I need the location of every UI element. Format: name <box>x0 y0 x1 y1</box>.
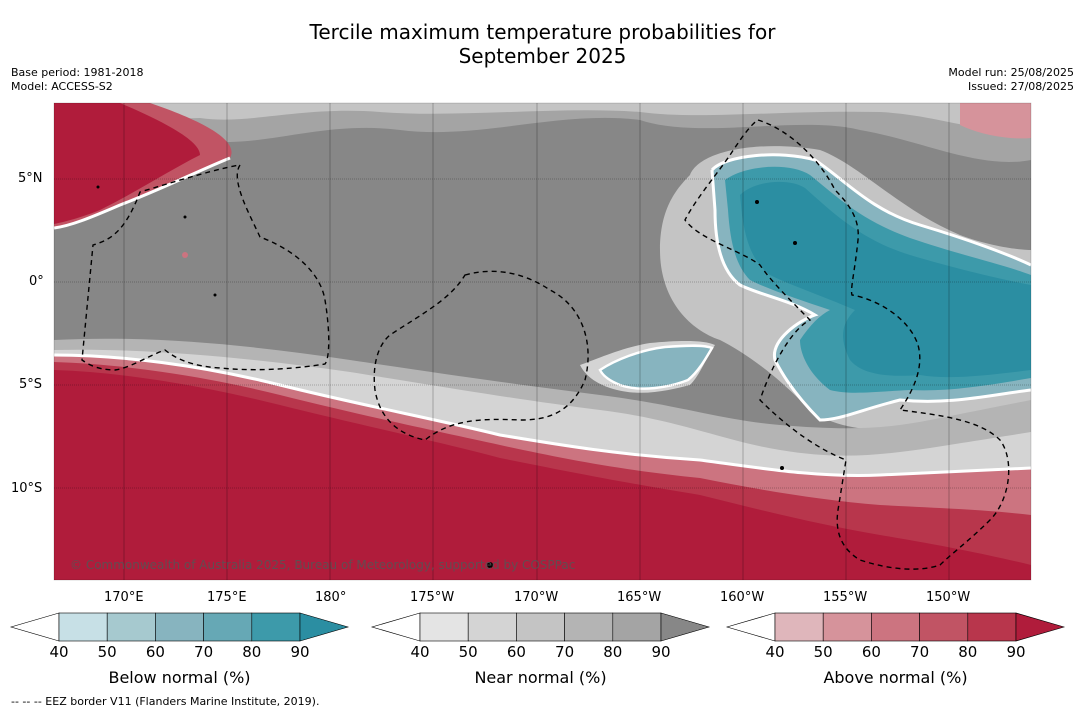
below-normal-tick: 40 <box>49 643 69 661</box>
above-normal-tick: 60 <box>861 643 881 661</box>
above-normal-label: Above normal (%) <box>823 668 968 687</box>
below-normal-colorbar <box>9 612 350 642</box>
near-normal-tick: 80 <box>603 643 623 661</box>
below-normal-east-core <box>740 181 1031 378</box>
above-normal-cell <box>822 612 872 642</box>
above-normal-cell <box>871 612 920 642</box>
above-normal-cell <box>919 612 969 642</box>
near-normal-cell <box>516 612 565 642</box>
islands <box>96 185 797 568</box>
above-normal-colorbar <box>725 612 1066 642</box>
gridlines <box>54 103 1031 580</box>
above-normal-extend-high <box>1015 612 1066 642</box>
above-normal-tick: 50 <box>813 643 833 661</box>
eez-border-kiribati <box>684 119 1010 570</box>
title-line-1: Tercile maximum temperature probabilitie… <box>309 20 776 44</box>
below-normal-extend-high <box>299 612 350 642</box>
above-normal-ne <box>960 103 1031 139</box>
lat-label-5n: 5°N <box>18 171 43 186</box>
near-normal-cell <box>419 612 469 642</box>
near-normal-colorbar <box>370 612 711 642</box>
below-normal-tick: 90 <box>290 643 310 661</box>
above-normal-south-core <box>54 370 1031 580</box>
below-normal-cell <box>203 612 253 642</box>
near-normal-cell <box>564 612 614 642</box>
map-title: Tercile maximum temperature probabilitie… <box>0 20 1085 68</box>
lon-label-160w: 160°W <box>720 590 765 605</box>
above-normal-tick: 70 <box>910 643 930 661</box>
above-normal-cell <box>774 612 824 642</box>
below-normal-cell <box>155 612 204 642</box>
near-normal-tick: 60 <box>506 643 526 661</box>
above-normal-extend-low <box>725 612 776 642</box>
meta-right: Model run: 25/08/2025 Issued: 27/08/2025 <box>948 66 1074 94</box>
near-normal-cell <box>612 612 662 642</box>
below-normal-cell <box>251 612 301 642</box>
above-normal-tick: 90 <box>1006 643 1026 661</box>
lon-label-175w: 175°W <box>410 590 455 605</box>
lon-label-155w: 155°W <box>823 590 868 605</box>
eez-border-tokelau <box>373 270 589 441</box>
below-normal-cell <box>58 612 108 642</box>
eez-borders <box>81 119 1010 570</box>
near-normal-extend-high <box>660 612 711 642</box>
lon-label-175e: 175°E <box>207 590 247 605</box>
lon-label-165w: 165°W <box>617 590 662 605</box>
near-normal-tick: 90 <box>651 643 671 661</box>
below-normal-tick: 70 <box>194 643 214 661</box>
below-normal-label: Below normal (%) <box>108 668 251 687</box>
below-normal-tick: 50 <box>97 643 117 661</box>
map-fields <box>54 103 1031 580</box>
above-normal-nw-core <box>54 103 200 224</box>
lat-label-5s: 5°S <box>19 377 43 392</box>
near-normal-band-top <box>54 103 1031 163</box>
near-normal-extend-low <box>370 612 421 642</box>
copyright-notice: © Commonwealth of Australia 2025, Bureau… <box>70 558 576 572</box>
lon-label-180: 180° <box>315 590 347 605</box>
above-normal-tick: 40 <box>765 643 785 661</box>
lon-label-170w: 170°W <box>514 590 559 605</box>
near-normal-label: Near normal (%) <box>474 668 607 687</box>
eez-border-tuvalu <box>81 164 330 371</box>
eez-footnote: -- -- -- EEZ border V11 (Flanders Marine… <box>11 695 320 708</box>
lon-label-170e: 170°E <box>104 590 144 605</box>
title-line-2: September 2025 <box>458 44 627 68</box>
lon-label-150w: 150°W <box>926 590 971 605</box>
lat-label-10s: 10°S <box>11 481 43 496</box>
near-normal-tick: 50 <box>458 643 478 661</box>
near-normal-tick: 70 <box>555 643 575 661</box>
near-normal-cell <box>467 612 517 642</box>
above-normal-tick: 80 <box>958 643 978 661</box>
below-normal-extend-low <box>9 612 60 642</box>
above-normal-cell <box>967 612 1017 642</box>
model-name: Model: ACCESS-S2 <box>11 80 113 93</box>
lat-label-0: 0° <box>29 274 44 289</box>
near-normal-tick: 40 <box>410 643 430 661</box>
below-normal-cell <box>106 612 156 642</box>
below-normal-tick: 60 <box>145 643 165 661</box>
issued-date: Issued: 27/08/2025 <box>967 80 1074 93</box>
model-run: Model run: 25/08/2025 <box>948 66 1074 79</box>
base-period: Base period: 1981-2018 <box>11 66 144 79</box>
meta-left: Base period: 1981-2018 Model: ACCESS-S2 <box>11 66 143 94</box>
below-normal-tick: 80 <box>242 643 262 661</box>
near-normal-band-top-light <box>130 103 1031 131</box>
